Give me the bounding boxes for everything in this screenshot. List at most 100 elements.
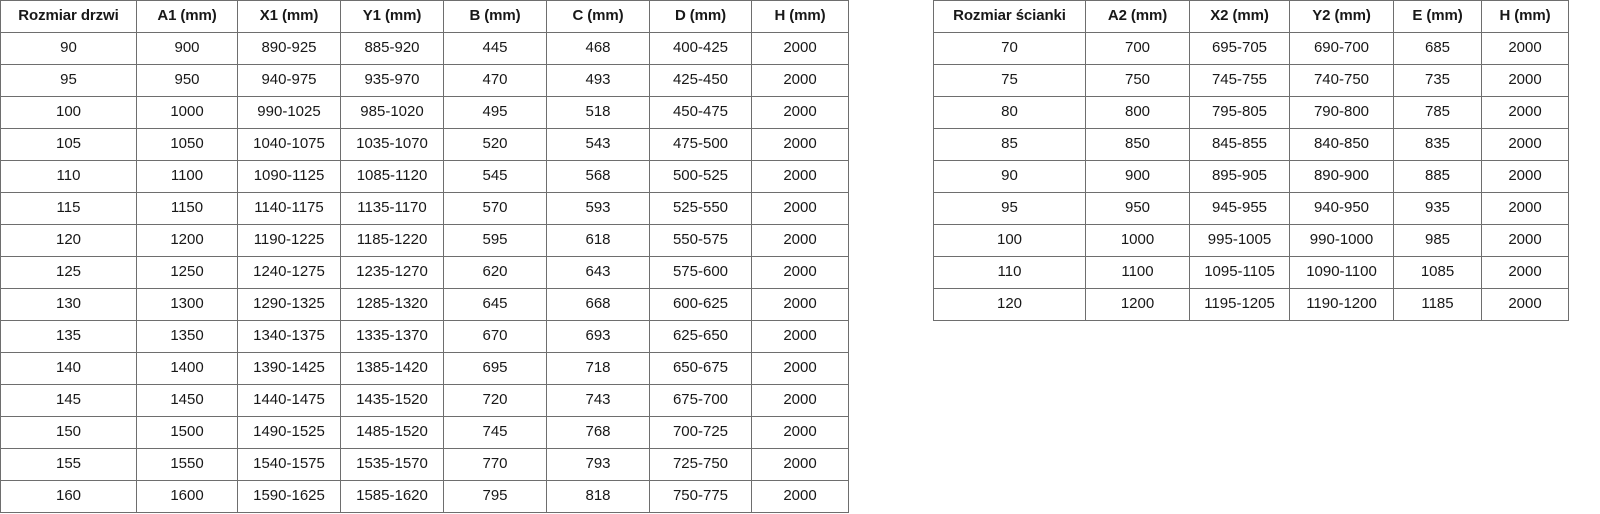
door-table-cell: 125: [0, 256, 137, 289]
wall-table-cell: 690-700: [1289, 32, 1394, 65]
door-table-cell: 1100: [136, 160, 238, 193]
door-table-cell: 120: [0, 224, 137, 257]
wall-table-cell: 990-1000: [1289, 224, 1394, 257]
door-table-cell: 643: [546, 256, 650, 289]
wall-table-cell: 895-905: [1189, 160, 1290, 193]
door-table-cell: 2000: [751, 224, 849, 257]
door-table-cell: 135: [0, 320, 137, 353]
door-table-column-header: X1 (mm): [237, 0, 341, 33]
wall-table-cell: 85: [933, 128, 1086, 161]
door-table-cell: 770: [443, 448, 547, 481]
wall-table-cell: 685: [1393, 32, 1482, 65]
door-table-cell: 500-525: [649, 160, 752, 193]
door-table-row: 115 1150 1140-1175 1135-1170 570 593 525-550 20…: [0, 192, 849, 225]
wall-table-cell: 1000: [1085, 224, 1190, 257]
wall-table-row: 70 700 695-705 690-700 685 2000: [933, 32, 1569, 65]
wall-table-cell: 995-1005: [1189, 224, 1290, 257]
door-table-cell: 1590-1625: [237, 480, 341, 513]
door-table-cell: 618: [546, 224, 650, 257]
wall-table-cell: 890-900: [1289, 160, 1394, 193]
door-table-cell: 2000: [751, 128, 849, 161]
door-table-cell: 795: [443, 480, 547, 513]
door-table-cell: 450-475: [649, 96, 752, 129]
door-table-cell: 140: [0, 352, 137, 385]
door-table-cell: 593: [546, 192, 650, 225]
door-table-cell: 600-625: [649, 288, 752, 321]
door-table-header: Rozmiar drzwi A1 (mm) X1 (mm) Y1 (mm) B (mm)…: [0, 0, 849, 33]
door-table-row: 120 1200 1190-1225 1185-1220 595 618 550-575 20…: [0, 224, 849, 257]
door-table-row: 130 1300 1290-1325 1285-1320 645 668 600-625 20…: [0, 288, 849, 321]
wall-table-row: 75 750 745-755 740-750 735 2000: [933, 64, 1569, 97]
door-table-cell: 1585-1620: [340, 480, 444, 513]
door-table-cell: 985-1020: [340, 96, 444, 129]
wall-table-cell: 1090-1100: [1289, 256, 1394, 289]
door-table-cell: 1185-1220: [340, 224, 444, 257]
door-table-column-header: H (mm): [751, 0, 849, 33]
door-table-cell: 935-970: [340, 64, 444, 97]
wall-table-cell: 75: [933, 64, 1086, 97]
door-table-cell: 155: [0, 448, 137, 481]
wall-table-cell: 835: [1393, 128, 1482, 161]
door-table-cell: 890-925: [237, 32, 341, 65]
wall-table-header: Rozmiar ścianki A2 (mm) X2 (mm) Y2 (mm) E (m…: [933, 0, 1569, 33]
door-table-cell: 1550: [136, 448, 238, 481]
wall-table-cell: 100: [933, 224, 1086, 257]
wall-table-cell: 940-950: [1289, 192, 1394, 225]
wall-table-cell: 850: [1085, 128, 1190, 161]
door-table-row: 110 1100 1090-1125 1085-1120 545 568 500-525 20…: [0, 160, 849, 193]
door-table-body: 90 900 890-925 885-920 445 468 400-425 2000 95 95…: [0, 32, 849, 513]
door-table-cell: 1190-1225: [237, 224, 341, 257]
door-table-cell: 400-425: [649, 32, 752, 65]
door-table-cell: 1600: [136, 480, 238, 513]
door-table-cell: 2000: [751, 64, 849, 97]
door-table-cell: 670: [443, 320, 547, 353]
wall-table-row: 90 900 895-905 890-900 885 2000: [933, 160, 1569, 193]
door-table-cell: 110: [0, 160, 137, 193]
door-table-cell: 1385-1420: [340, 352, 444, 385]
door-table-cell: 2000: [751, 288, 849, 321]
wall-table-row: 110 1100 1095-1105 1090-1100 1085 2000: [933, 256, 1569, 289]
door-table-cell: 625-650: [649, 320, 752, 353]
door-table-row: 100 1000 990-1025 985-1020 495 518 450-475 2000: [0, 96, 849, 129]
door-table-cell: 768: [546, 416, 650, 449]
door-table-cell: 115: [0, 192, 137, 225]
door-table-cell: 90: [0, 32, 137, 65]
door-table-cell: 1390-1425: [237, 352, 341, 385]
wall-table-cell: 2000: [1481, 128, 1569, 161]
door-table-cell: 445: [443, 32, 547, 65]
door-table-cell: 543: [546, 128, 650, 161]
wall-table-cell: 2000: [1481, 256, 1569, 289]
door-table-cell: 2000: [751, 96, 849, 129]
door-table-cell: 1150: [136, 192, 238, 225]
wall-table-cell: 785: [1393, 96, 1482, 129]
door-table-cell: 575-600: [649, 256, 752, 289]
door-table-cell: 1035-1070: [340, 128, 444, 161]
wall-table-column-header: Rozmiar ścianki: [933, 0, 1086, 33]
wall-table-cell: 2000: [1481, 160, 1569, 193]
door-table-cell: 1500: [136, 416, 238, 449]
wall-table-cell: 95: [933, 192, 1086, 225]
wall-table-cell: 2000: [1481, 32, 1569, 65]
door-table-column-header: B (mm): [443, 0, 547, 33]
door-table-row: 150 1500 1490-1525 1485-1520 745 768 700-725 20…: [0, 416, 849, 449]
door-table-cell: 1450: [136, 384, 238, 417]
wall-table-body: 70 700 695-705 690-700 685 2000 75 750 745-755 74…: [933, 32, 1569, 321]
door-table-cell: 525-550: [649, 192, 752, 225]
wall-table-header-row: Rozmiar ścianki A2 (mm) X2 (mm) Y2 (mm) E (m…: [933, 0, 1569, 33]
wall-table-cell: 985: [1393, 224, 1482, 257]
door-table-cell: 693: [546, 320, 650, 353]
door-table-row: 95 950 940-975 935-970 470 493 425-450 2000: [0, 64, 849, 97]
door-table-cell: 470: [443, 64, 547, 97]
wall-table-cell: 795-805: [1189, 96, 1290, 129]
door-table-cell: 695: [443, 352, 547, 385]
door-table-cell: 1290-1325: [237, 288, 341, 321]
door-table-column-header: A1 (mm): [136, 0, 238, 33]
wall-table-cell: 110: [933, 256, 1086, 289]
door-table-cell: 1200: [136, 224, 238, 257]
door-table-cell: 1540-1575: [237, 448, 341, 481]
door-table-cell: 568: [546, 160, 650, 193]
wall-table-cell: 790-800: [1289, 96, 1394, 129]
door-table-cell: 1000: [136, 96, 238, 129]
door-table-cell: 2000: [751, 32, 849, 65]
wall-table-cell: 80: [933, 96, 1086, 129]
